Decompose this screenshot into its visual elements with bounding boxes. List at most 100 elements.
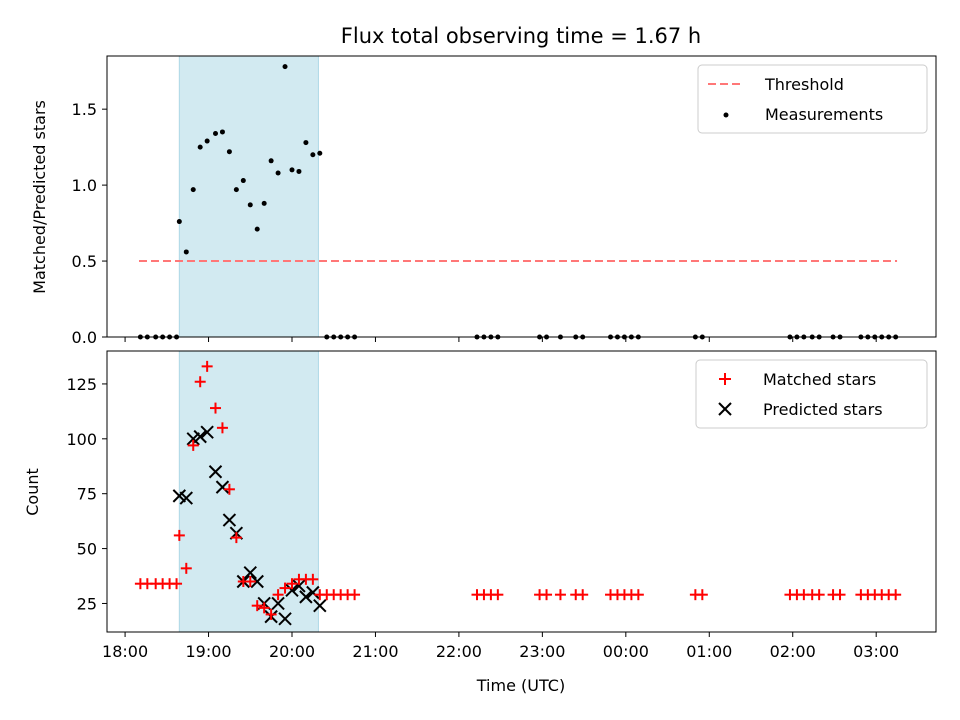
matched-star-point	[492, 589, 504, 601]
bottom-y-axis-label: Count	[23, 468, 42, 516]
y-tick-label: 100	[66, 430, 97, 449]
x-tick-label: 01:00	[686, 642, 732, 661]
marker-stroke	[172, 489, 187, 503]
predicted-star-point	[292, 579, 306, 593]
y-tick-label: 25	[77, 594, 97, 613]
matched-star-point	[349, 589, 361, 601]
matched-star-point	[541, 589, 553, 601]
y-tick-label: 75	[77, 485, 97, 504]
marker-stroke	[200, 425, 214, 439]
measurement-point	[317, 150, 323, 156]
marker-stroke	[292, 579, 306, 593]
matched-star-point	[171, 578, 183, 590]
x-tick-label: 22:00	[436, 642, 482, 661]
y-tick-label: 0.0	[72, 328, 97, 347]
predicted-star-point	[200, 425, 214, 439]
marker-stroke	[299, 590, 313, 604]
top-x-ticks	[124, 337, 877, 342]
measurement-point	[247, 202, 253, 208]
measurement-point	[183, 249, 189, 255]
matched-star-point	[577, 589, 589, 601]
measurement-point	[176, 219, 182, 225]
marker-stroke	[215, 480, 230, 494]
predicted-star-point	[215, 480, 230, 494]
bottom-legend: Matched stars Predicted stars	[695, 359, 928, 429]
matched-star-point	[258, 602, 270, 614]
marker-stroke	[313, 598, 327, 613]
matched-star-point	[194, 376, 206, 388]
matched-star-point	[216, 422, 228, 434]
top-y-ticks: 0.0 0.5 1.0 1.5	[72, 100, 107, 347]
measurement-point	[233, 187, 239, 193]
measurement-point	[296, 168, 302, 174]
measurement-point	[226, 149, 232, 155]
matched-star-point	[180, 562, 192, 574]
measurement-point	[240, 178, 246, 184]
measurement-point	[212, 130, 218, 136]
matched-star-point	[279, 582, 291, 594]
bottom-x-ticks: 18:00 19:00 20:00 21:00 22:00 23:00 00:00 01:00…	[102, 632, 899, 661]
figure-title: Flux total observing time = 1.67 h	[341, 24, 701, 48]
matched-star-point	[223, 483, 235, 495]
matched-star-point	[244, 576, 256, 588]
measurement-point	[261, 200, 267, 206]
observing-span	[178, 55, 319, 338]
matched-star-point	[187, 439, 199, 451]
matched-star-point	[554, 589, 566, 601]
marker-stroke	[306, 585, 320, 600]
marker-stroke	[278, 612, 292, 626]
measurement-point	[268, 158, 274, 164]
x-tick-label: 02:00	[770, 642, 816, 661]
legend-measurements-label: Measurements	[765, 105, 883, 124]
legend-predicted-label: Predicted stars	[763, 400, 883, 419]
x-axis-label: Time (UTC)	[476, 676, 565, 695]
top-legend-box	[697, 64, 928, 134]
measurement-point	[310, 152, 316, 158]
marker-stroke	[250, 574, 264, 589]
bottom-y-ticks: 25 50 75 100 125	[66, 375, 107, 613]
legend-threshold-label: Threshold	[764, 75, 844, 94]
legend-matched-label: Matched stars	[763, 370, 876, 389]
marker-stroke	[208, 465, 223, 479]
matched-star-point	[230, 532, 242, 544]
y-tick-label: 1.0	[72, 176, 97, 195]
x-tick-label: 23:00	[519, 642, 565, 661]
y-tick-label: 1.5	[72, 100, 97, 119]
x-tick-label: 18:00	[102, 642, 148, 661]
measurement-point	[204, 138, 210, 144]
marker-stroke	[222, 513, 237, 527]
predicted-star-point	[299, 590, 313, 604]
matched-star-point	[890, 589, 902, 601]
measurement-point	[219, 129, 225, 135]
matched-star-point	[632, 589, 644, 601]
measurement-point	[254, 226, 260, 232]
measurement-point	[190, 187, 196, 193]
legend-predicted-swatch	[718, 402, 732, 416]
predicted-star-point	[306, 585, 320, 600]
marker-stroke	[285, 583, 299, 597]
predicted-star-point	[208, 465, 223, 479]
x-tick-label: 00:00	[603, 642, 649, 661]
matched-star-point	[251, 600, 263, 612]
matched-star-point	[265, 608, 277, 620]
legend-matched-swatch	[719, 373, 731, 385]
bottom-legend-box	[695, 359, 928, 429]
measurement-point	[303, 140, 309, 146]
top-panel-flux-ratio: 0.0 0.5 1.0 1.5 Matched/Predicted stars Thr…	[30, 55, 937, 347]
matched-star-markers	[134, 360, 902, 620]
predicted-star-point	[313, 598, 327, 613]
measurement-point	[197, 144, 203, 150]
marker-stroke	[179, 491, 193, 505]
shaded-span	[178, 350, 319, 633]
y-tick-label: 125	[66, 375, 97, 394]
top-legend: Threshold Measurements	[697, 64, 928, 134]
predicted-star-point	[285, 583, 299, 597]
marker-stroke	[271, 596, 285, 611]
matched-star-point	[696, 589, 708, 601]
bottom-panel-counts: 18:00 19:00 20:00 21:00 22:00 23:00 00:00 01:00…	[23, 350, 937, 695]
predicted-star-point	[193, 429, 207, 444]
x-tick-label: 03:00	[853, 642, 899, 661]
measurement-point	[289, 167, 295, 173]
observing-span	[178, 350, 319, 633]
